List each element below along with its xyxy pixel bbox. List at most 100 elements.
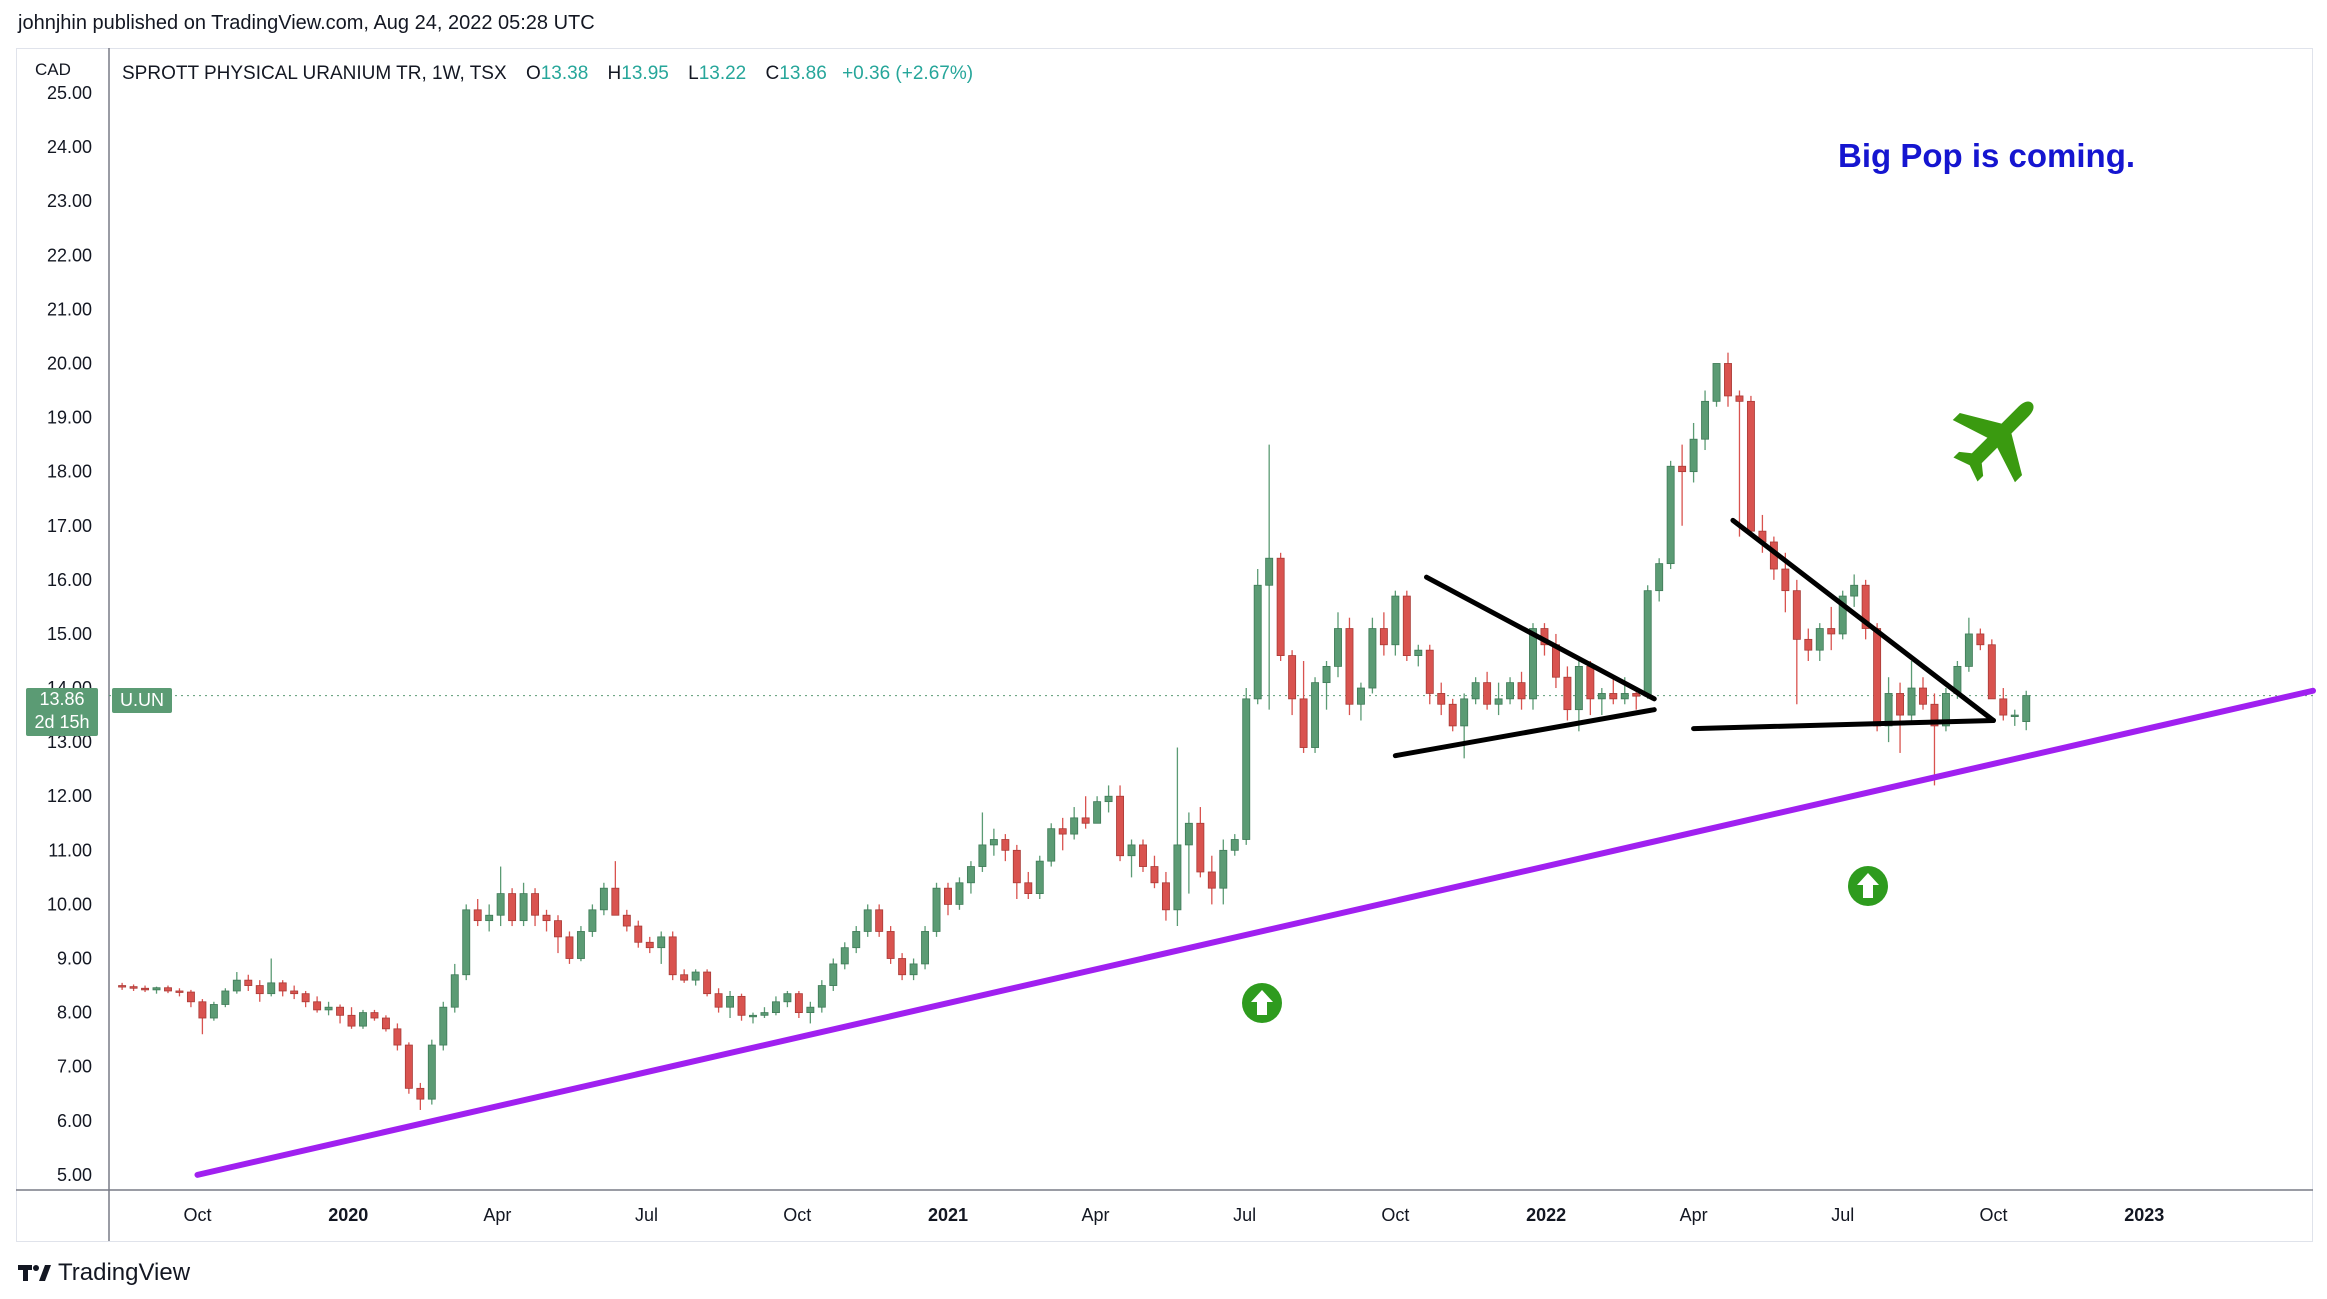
- candle-body: [1529, 628, 1537, 700]
- triangle-lower-line[interactable]: [1392, 707, 1657, 759]
- y-tick-label: 18.00: [47, 462, 92, 482]
- candle-body: [416, 1087, 425, 1100]
- candle-body: [508, 893, 517, 922]
- candle-body: [141, 987, 150, 991]
- candle-body: [1391, 595, 1400, 646]
- candle-body: [393, 1028, 402, 1046]
- candle-body: [863, 909, 872, 932]
- candle-body: [473, 909, 482, 922]
- candle-body: [359, 1012, 367, 1027]
- candle-body: [680, 974, 689, 981]
- y-tick-label: 22.00: [47, 245, 92, 265]
- candle-body: [1116, 795, 1125, 857]
- triangle-upper-line[interactable]: [1423, 574, 1657, 702]
- y-tick-label: 7.00: [57, 1057, 92, 1077]
- candle-body: [542, 914, 551, 922]
- candle-body: [657, 936, 666, 949]
- candle-body: [313, 1001, 322, 1011]
- candle-body: [1861, 584, 1870, 629]
- candle-body: [909, 963, 918, 976]
- candle-body: [2010, 714, 2019, 717]
- candle-body: [634, 925, 643, 943]
- candle-body: [703, 971, 712, 995]
- candle-body: [244, 979, 253, 986]
- publisher-author[interactable]: johnjhin: [18, 12, 87, 34]
- candle-body: [691, 971, 700, 981]
- candle-body: [966, 866, 975, 884]
- candle-body: [209, 1004, 218, 1019]
- airplane-icon: [1952, 401, 2034, 483]
- candle-body: [1402, 595, 1411, 656]
- candle-body: [1930, 703, 1939, 727]
- candle-body: [1093, 801, 1102, 824]
- annotation-text: Big Pop is coming.: [1838, 137, 2136, 174]
- candle-body: [164, 987, 172, 992]
- triangle-upper-line[interactable]: [1730, 517, 1996, 723]
- candle-body: [1460, 698, 1469, 727]
- x-tick-label: Oct: [783, 1205, 811, 1225]
- candle-body: [886, 931, 895, 959]
- candle-body: [1712, 363, 1721, 402]
- candle-body: [1345, 628, 1354, 705]
- candle-body: [1288, 655, 1297, 700]
- candle-body: [1701, 400, 1710, 440]
- candle-body: [554, 920, 562, 938]
- triangle-lower-line[interactable]: [1691, 717, 1996, 732]
- candle-body: [726, 995, 735, 1008]
- candle-body: [267, 982, 276, 995]
- bar-countdown: 2d 15h: [34, 712, 90, 732]
- publisher-line: johnjhin published on TradingView.com, A…: [18, 12, 595, 35]
- candle-body: [347, 1014, 356, 1027]
- candle-body: [1517, 682, 1526, 700]
- y-tick-label: 12.00: [47, 786, 92, 806]
- candle-body: [1781, 568, 1790, 592]
- candle-body: [1356, 687, 1365, 705]
- legend-high-label: H: [607, 63, 622, 84]
- candle-body: [1127, 844, 1136, 857]
- candle-body: [427, 1044, 436, 1100]
- candle-body: [2022, 695, 2031, 722]
- candle-body: [1827, 628, 1836, 635]
- candle-body: [1563, 676, 1572, 711]
- legend-close: 13.86: [779, 63, 827, 84]
- candle-body: [1471, 682, 1480, 700]
- candle-body: [1311, 682, 1320, 748]
- legend-low-label: L: [688, 63, 699, 84]
- candle-body: [1414, 649, 1423, 656]
- y-tick-label: 8.00: [57, 1003, 92, 1023]
- candle-body: [290, 990, 299, 995]
- candle-body: [1001, 839, 1010, 851]
- x-tick-label: 2023: [2124, 1205, 2164, 1225]
- support-trendline[interactable]: [194, 687, 2316, 1178]
- candle-body: [1632, 693, 1641, 697]
- up-arrow-icon: [1242, 983, 1282, 1023]
- x-tick-label: Oct: [1979, 1205, 2007, 1225]
- candle-body: [232, 979, 241, 992]
- y-tick-label: 19.00: [47, 408, 92, 428]
- candle-body: [1437, 693, 1446, 705]
- candle-body: [1150, 866, 1159, 884]
- candle-body: [1609, 693, 1618, 700]
- candle-body: [645, 941, 654, 949]
- candle-body: [324, 1006, 333, 1011]
- y-tick-label: 9.00: [57, 949, 92, 969]
- candle-body: [737, 995, 746, 1016]
- x-tick-label: Apr: [483, 1205, 511, 1225]
- candle-body: [1448, 703, 1457, 727]
- candle-body: [622, 914, 631, 927]
- candle-body: [1724, 363, 1732, 397]
- candle-body: [198, 1001, 207, 1019]
- candle-body: [370, 1012, 379, 1019]
- candle-body: [852, 931, 861, 949]
- y-tick-label: 15.00: [47, 624, 92, 644]
- candle-body: [565, 936, 574, 959]
- legend-change: +0.36 (+2.67%): [842, 63, 974, 84]
- legend-close-label: C: [765, 63, 780, 84]
- candle-body: [1574, 665, 1583, 711]
- candle-body: [817, 985, 826, 1008]
- candle-body: [599, 887, 608, 911]
- tradingview-logo[interactable]: TradingView: [18, 1259, 190, 1287]
- candle-body: [1173, 844, 1182, 911]
- candle-body: [186, 991, 195, 1003]
